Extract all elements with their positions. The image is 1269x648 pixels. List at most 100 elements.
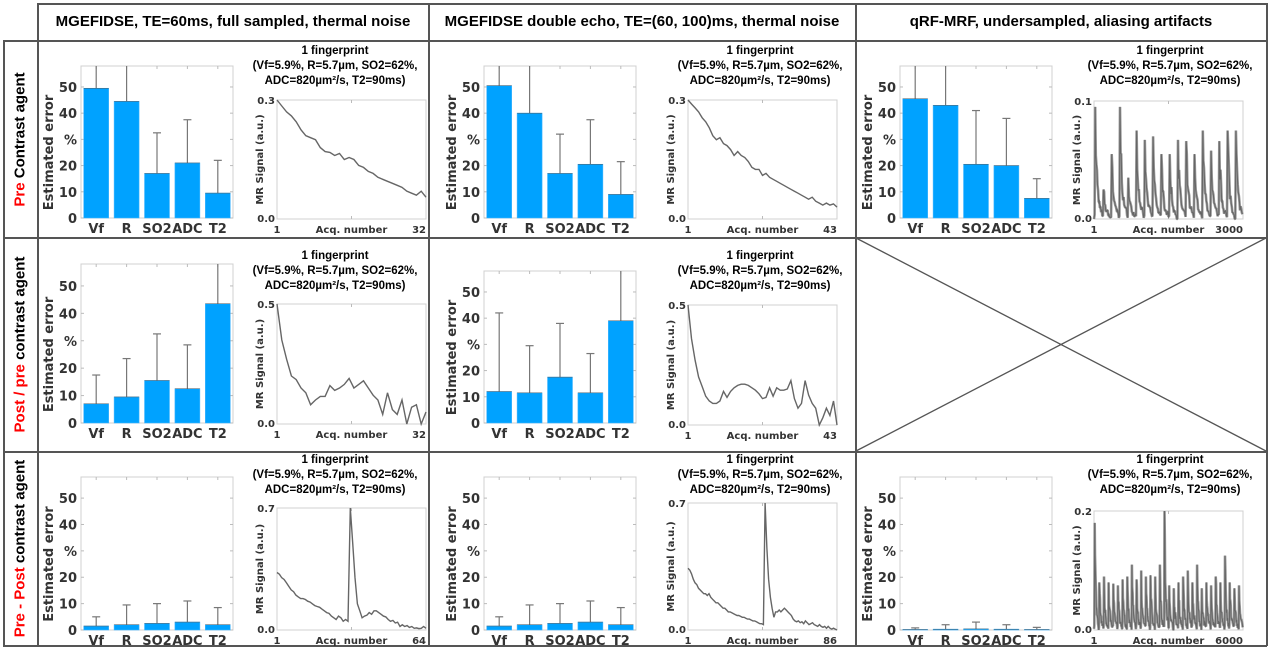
y-tick-label: 50 [462, 492, 480, 507]
y-tick-label: 10 [462, 391, 480, 406]
y-axis-label: Estimated error [861, 94, 876, 210]
x-tick-label: T2 [612, 222, 630, 237]
x-tick-label: ADC [172, 427, 202, 442]
y-tick-label: 10 [59, 186, 77, 201]
x-tick-label: Vf [88, 634, 104, 648]
x-tick-label: R [941, 222, 951, 237]
row-label-rest: contrast agent [11, 256, 29, 365]
y-axis-label: MR Signal (a.u.) [255, 319, 266, 409]
y-tick-label: 0 [68, 624, 77, 639]
y-tick-label: % [64, 335, 77, 350]
y-axis-label: Estimated error [445, 299, 460, 415]
x-tick-label: 1 [1091, 636, 1098, 647]
y-tick-label: 20 [462, 160, 480, 175]
y-axis-label: Estimated error [42, 506, 57, 622]
grid-line-top [37, 3, 1267, 5]
fingerprint-title: 1 fingerprint (Vf=5.9%, R=5.7µm, SO2=62%,… [1087, 45, 1253, 87]
x-axis-label: Acq. number [316, 636, 388, 647]
x-tick-label: ADC [991, 222, 1021, 237]
x-tick-label: 64 [412, 636, 426, 647]
bar-r [113, 624, 140, 631]
x-tick-label: SO2 [545, 634, 574, 648]
y-tick-label: 50 [878, 81, 896, 96]
bar-adc [993, 165, 1020, 219]
y-tick-label: 50 [462, 286, 480, 301]
bar-r [516, 112, 543, 219]
bar-adc [577, 163, 604, 219]
bar-adc [174, 388, 201, 424]
bar-t2 [608, 624, 634, 631]
x-tick-label: SO2 [961, 634, 990, 648]
y-tick-label: 0 [471, 212, 480, 227]
fingerprint-title: 1 fingerprint (Vf=5.9%, R=5.7µm, SO2=62%,… [252, 454, 418, 496]
x-tick-label: T2 [612, 634, 630, 648]
y-tick-label: 50 [59, 492, 77, 507]
x-tick-label: SO2 [545, 222, 574, 237]
x-tick-label: SO2 [142, 222, 171, 237]
y-axis-label: Estimated error [42, 296, 57, 412]
row-label-rest: Contrast agent [11, 71, 29, 182]
x-tick-label: R [525, 634, 535, 648]
x-axis-label: Acq. number [727, 431, 799, 442]
y-tick-label: 0 [68, 417, 77, 432]
grid-line-col1 [428, 3, 430, 646]
y-tick-label: 0.0 [1074, 214, 1092, 225]
bar-r [113, 396, 140, 424]
x-tick-label: T2 [209, 222, 227, 237]
bar-so2 [144, 623, 170, 631]
bar-r [113, 101, 140, 219]
y-tick-label: 40 [878, 107, 896, 122]
grid-line-row1-bottom [3, 237, 1267, 239]
fingerprint-title: 1 fingerprint (Vf=5.9%, R=5.7µm, SO2=62%,… [252, 45, 418, 87]
y-tick-label: 40 [878, 518, 896, 533]
grid-line-bottom [3, 645, 1267, 647]
column-header-mgefidse-double-echo: MGEFIDSE double echo, TE=(60, 100)ms, th… [444, 13, 840, 30]
x-tick-label: 1 [274, 636, 281, 647]
bar-vf [83, 625, 109, 631]
grid-line-left [3, 40, 5, 646]
bar-t2 [205, 192, 231, 219]
x-tick-label: 32 [412, 225, 426, 236]
bar-so2 [547, 623, 573, 631]
y-tick-label: % [64, 545, 77, 560]
bar-so2 [547, 376, 573, 424]
y-tick-label: 50 [59, 81, 77, 96]
not-applicable-cross [855, 237, 1267, 452]
grid-line-header-bottom [3, 40, 1267, 42]
x-tick-label: R [525, 427, 535, 442]
y-tick-label: 10 [878, 186, 896, 201]
plot-frame [276, 99, 427, 220]
y-tick-label: % [64, 133, 77, 148]
bar-adc [577, 621, 604, 631]
x-axis-label: Acq. number [1133, 225, 1205, 236]
x-tick-label: 43 [823, 225, 837, 236]
y-tick-label: 0.0 [257, 625, 275, 636]
bar-so2 [144, 173, 170, 219]
y-tick-label: 40 [59, 307, 77, 322]
y-tick-label: 20 [59, 160, 77, 175]
y-axis-label: Estimated error [42, 94, 57, 210]
y-tick-label: 0.7 [257, 504, 275, 515]
x-tick-label: SO2 [142, 634, 171, 648]
y-tick-label: 0.2 [1074, 507, 1092, 518]
y-axis-label: MR Signal (a.u.) [1072, 115, 1083, 205]
y-tick-label: 10 [878, 598, 896, 613]
y-tick-label: 20 [462, 365, 480, 380]
y-tick-label: 0.0 [1074, 625, 1092, 636]
y-tick-label: 10 [462, 598, 480, 613]
row-label-pre-contrast: Pre Contrast agent [3, 41, 37, 237]
x-tick-label: Vf [907, 222, 923, 237]
y-axis-label: MR Signal (a.u.) [255, 114, 266, 204]
x-tick-label: Vf [907, 634, 923, 648]
y-axis-label: Estimated error [445, 94, 460, 210]
bar-vf [486, 391, 512, 424]
signal-chart-r3c1: 0.7 0.01 64 Acq. number MR Signal (a.u.) [255, 504, 427, 647]
signal-chart-r2c2: 0.5 0.01 43 Acq. number MR Signal (a.u.) [666, 301, 838, 442]
y-axis-label: MR Signal (a.u.) [255, 524, 266, 614]
y-tick-label: 50 [462, 81, 480, 96]
y-tick-label: 0.7 [668, 499, 686, 510]
y-tick-label: % [467, 338, 480, 353]
x-tick-label: ADC [575, 427, 605, 442]
